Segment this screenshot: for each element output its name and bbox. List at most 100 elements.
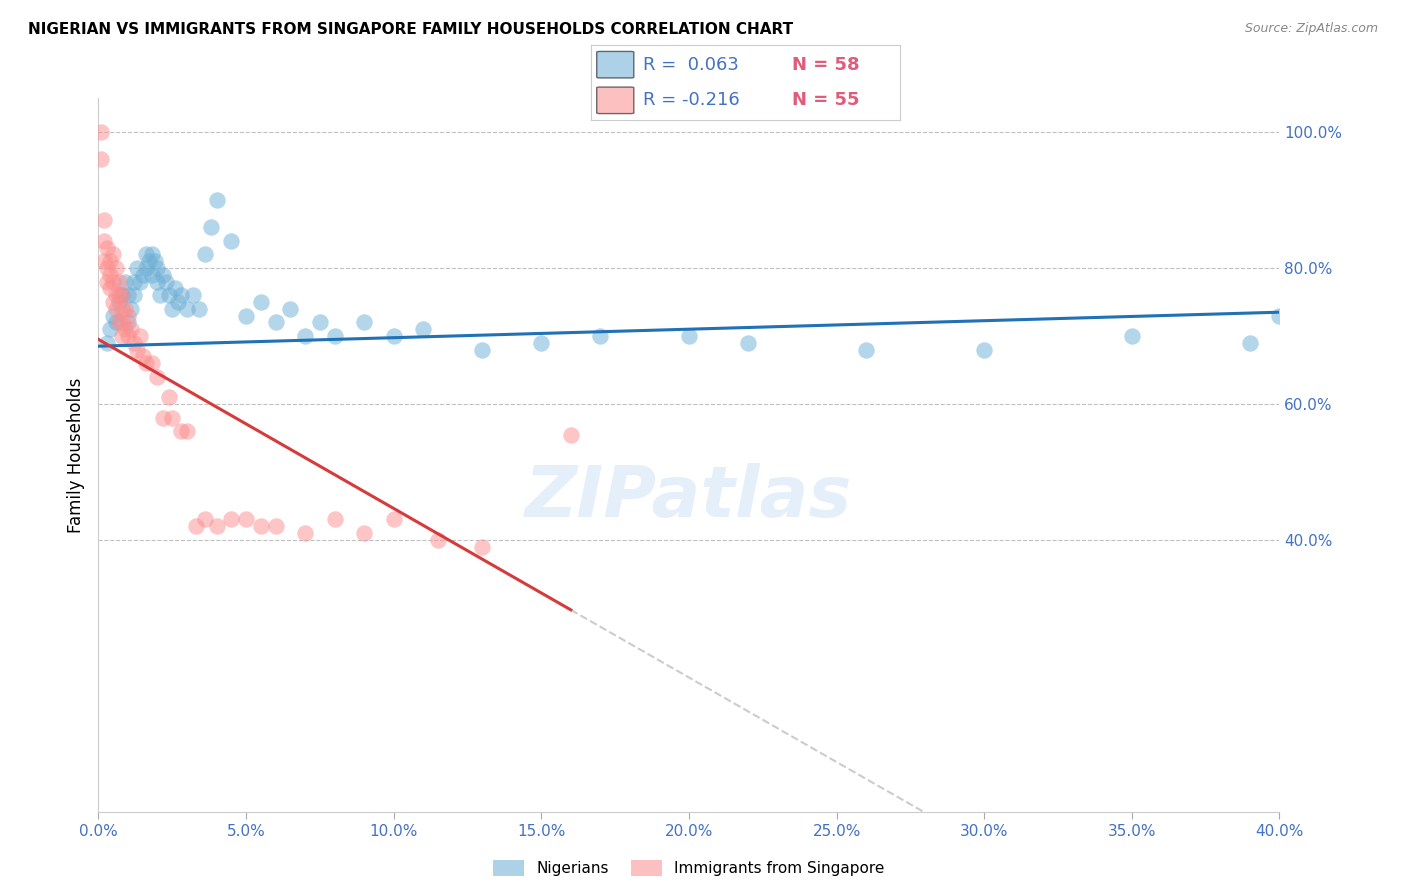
- Point: [353, 526, 375, 541]
- Point: [176, 301, 198, 316]
- Point: [135, 356, 157, 370]
- Point: [264, 519, 287, 533]
- Point: [184, 519, 207, 533]
- Point: [382, 329, 405, 343]
- Point: [114, 301, 136, 316]
- Point: [146, 369, 169, 384]
- Point: [250, 295, 273, 310]
- Y-axis label: Family Households: Family Households: [66, 377, 84, 533]
- Point: [143, 254, 166, 268]
- Point: [855, 343, 877, 357]
- Point: [170, 424, 193, 438]
- Point: [181, 288, 204, 302]
- Point: [103, 275, 125, 289]
- Point: [96, 241, 118, 255]
- Point: [93, 254, 115, 268]
- Point: [589, 329, 612, 343]
- Point: [105, 288, 128, 302]
- Point: [93, 234, 115, 248]
- Point: [560, 427, 582, 442]
- Point: [205, 519, 228, 533]
- Point: [155, 275, 177, 289]
- Point: [122, 288, 145, 302]
- Point: [146, 260, 169, 275]
- Point: [471, 540, 494, 554]
- Point: [132, 268, 155, 282]
- Point: [96, 335, 118, 350]
- Point: [170, 288, 193, 302]
- Point: [103, 247, 125, 261]
- Point: [135, 247, 157, 261]
- Point: [1239, 335, 1261, 350]
- Point: [278, 301, 302, 316]
- Point: [108, 315, 131, 329]
- Point: [103, 295, 125, 310]
- Point: [105, 315, 128, 329]
- Point: [117, 288, 139, 302]
- Text: ZIPatlas: ZIPatlas: [526, 463, 852, 533]
- Point: [141, 247, 163, 261]
- Point: [530, 335, 553, 350]
- Point: [187, 301, 209, 316]
- Point: [194, 512, 217, 526]
- Legend: Nigerians, Immigrants from Singapore: Nigerians, Immigrants from Singapore: [486, 855, 891, 882]
- Text: R =  0.063: R = 0.063: [643, 56, 740, 74]
- Point: [176, 424, 198, 438]
- Point: [93, 213, 115, 227]
- Point: [165, 281, 187, 295]
- Point: [105, 301, 128, 316]
- Point: [125, 260, 148, 275]
- Point: [1121, 329, 1143, 343]
- FancyBboxPatch shape: [596, 52, 634, 78]
- Text: Source: ZipAtlas.com: Source: ZipAtlas.com: [1244, 22, 1378, 36]
- Point: [323, 329, 346, 343]
- Point: [309, 315, 332, 329]
- Point: [128, 275, 150, 289]
- Point: [111, 315, 134, 329]
- Point: [120, 322, 142, 336]
- Point: [111, 301, 134, 316]
- Point: [973, 343, 995, 357]
- Point: [427, 533, 450, 547]
- Point: [412, 322, 434, 336]
- Point: [141, 356, 163, 370]
- Point: [90, 125, 112, 139]
- Point: [152, 268, 174, 282]
- Point: [117, 315, 139, 329]
- Point: [114, 322, 136, 336]
- Point: [219, 234, 242, 248]
- Point: [120, 301, 142, 316]
- Point: [98, 268, 121, 282]
- Point: [138, 254, 160, 268]
- Point: [135, 260, 157, 275]
- Point: [96, 260, 118, 275]
- Point: [219, 512, 242, 526]
- Point: [108, 288, 131, 302]
- FancyBboxPatch shape: [596, 87, 634, 113]
- Point: [117, 309, 139, 323]
- Point: [1268, 309, 1291, 323]
- Point: [111, 329, 134, 343]
- Point: [98, 281, 121, 295]
- Point: [125, 343, 148, 357]
- Text: R = -0.216: R = -0.216: [643, 91, 740, 109]
- Point: [122, 275, 145, 289]
- Point: [114, 275, 136, 289]
- Point: [737, 335, 759, 350]
- Point: [194, 247, 217, 261]
- Point: [128, 329, 150, 343]
- Point: [678, 329, 700, 343]
- Point: [98, 254, 121, 268]
- Text: N = 58: N = 58: [792, 56, 859, 74]
- Point: [149, 288, 172, 302]
- Text: NIGERIAN VS IMMIGRANTS FROM SINGAPORE FAMILY HOUSEHOLDS CORRELATION CHART: NIGERIAN VS IMMIGRANTS FROM SINGAPORE FA…: [28, 22, 793, 37]
- Point: [235, 512, 257, 526]
- Point: [157, 288, 180, 302]
- Point: [353, 315, 375, 329]
- Point: [111, 288, 134, 302]
- Point: [96, 275, 118, 289]
- Point: [146, 275, 169, 289]
- Point: [117, 329, 139, 343]
- Point: [108, 295, 131, 310]
- Point: [162, 301, 183, 316]
